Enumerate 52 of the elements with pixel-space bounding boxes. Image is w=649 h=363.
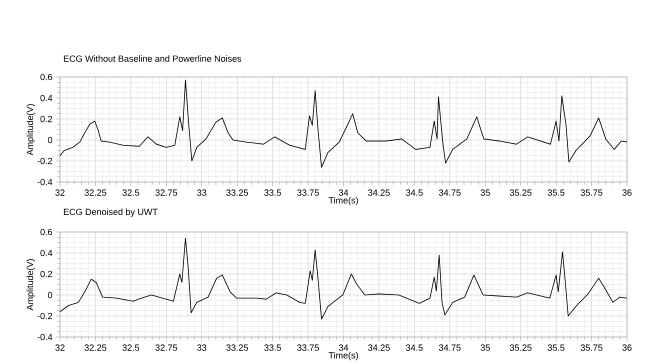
x-tick-label: 33.5 — [264, 344, 281, 351]
x-tick-label: 32.5 — [122, 344, 140, 351]
x-tick-label: 34.5 — [406, 344, 423, 351]
x-tick-label: 33 — [197, 189, 206, 196]
x-tick-label: 34 — [338, 344, 348, 351]
x-tick-label: 32 — [55, 344, 65, 351]
x-tick-label: 32.75 — [155, 189, 178, 196]
y-tick-label: -0.4 — [38, 334, 52, 340]
x-tick-label: 34.75 — [438, 189, 461, 196]
y-tick-label: 0.2 — [40, 116, 52, 122]
x-tick-label: 36 — [622, 344, 632, 351]
x-tick-label: 35.25 — [510, 344, 532, 351]
x-tick-label: 35.75 — [580, 344, 602, 351]
x-tick-label: 34.25 — [368, 344, 390, 351]
x-tick-label: 33.25 — [226, 344, 248, 351]
x-tick-label: 35.75 — [580, 189, 602, 196]
x-tick-label: 32.25 — [84, 344, 106, 351]
chart-title: ECG Denoised by UWT — [64, 208, 158, 217]
x-tick-label: 35 — [480, 189, 490, 196]
y-tick-label: -0.2 — [38, 312, 52, 320]
x-tick-label: 33 — [197, 344, 206, 351]
x-tick-label: 35.5 — [548, 344, 564, 351]
x-tick-label: 32 — [55, 189, 65, 196]
y-axis-title: Amplitude(V) — [26, 104, 35, 156]
y-tick-label: 0.4 — [40, 94, 52, 102]
x-tick-label: 32.75 — [155, 344, 178, 351]
x-tick-label: 32.5 — [122, 189, 140, 196]
x-tick-label: 33.5 — [264, 189, 281, 196]
y-axis-title: Amplitude(V) — [26, 258, 35, 310]
chart-title: ECG Without Baseline and Powerline Noises — [64, 55, 242, 62]
x-tick-label: 33.75 — [297, 344, 319, 351]
y-tick-label: 0.6 — [40, 74, 52, 80]
y-tick-label: 0.4 — [40, 250, 52, 256]
x-tick-label: 34.25 — [368, 189, 390, 196]
y-tick-label: -0.4 — [38, 178, 52, 186]
x-tick-label: 35.25 — [510, 189, 532, 196]
x-axis-title: Time(s) — [328, 352, 358, 360]
x-tick-label: 35.5 — [548, 189, 564, 196]
x-tick-label: 34.75 — [438, 344, 461, 351]
y-tick-label: 0 — [48, 292, 52, 298]
x-tick-label: 35 — [480, 344, 490, 351]
x-tick-label: 32.25 — [84, 189, 106, 196]
x-tick-label: 33.25 — [226, 189, 248, 196]
x-axis-title: Time(s) — [328, 196, 358, 206]
y-tick-label: 0.6 — [40, 228, 52, 236]
y-tick-label: 0 — [48, 136, 52, 144]
y-tick-label: -0.2 — [38, 158, 52, 164]
x-tick-label: 34.5 — [406, 189, 423, 196]
x-tick-label: 33.75 — [297, 189, 319, 196]
x-tick-label: 36 — [622, 189, 632, 196]
y-tick-label: 0.2 — [40, 270, 52, 278]
x-tick-label: 34 — [338, 189, 348, 196]
